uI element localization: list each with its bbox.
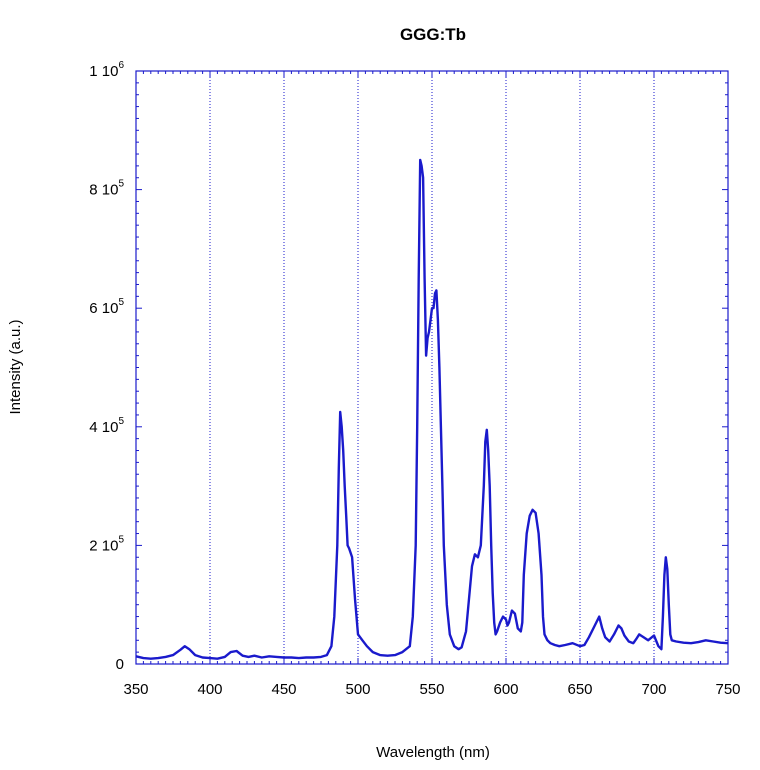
x-tick-label: 400 [197, 681, 222, 698]
y-tick-label: 0 [116, 656, 124, 673]
y-tick-label: 4 105 [89, 416, 124, 436]
x-tick-label: 450 [271, 681, 296, 698]
x-tick-label: 500 [345, 681, 370, 698]
x-tick-label: 650 [567, 681, 592, 698]
x-tick-label: 350 [123, 681, 148, 698]
x-tick-label: 700 [641, 681, 666, 698]
y-tick-label: 8 105 [89, 179, 124, 199]
x-tick-label: 600 [493, 681, 518, 698]
x-tick-label: 550 [419, 681, 444, 698]
x-axis-tick-labels: 350 400 450 500 550 600 650 700 750 [123, 681, 740, 698]
y-tick-label: 1 106 [89, 60, 124, 80]
axis-ticks [135, 70, 729, 665]
series-line-0 [135, 158, 729, 660]
x-axis-label: Wavelength (nm) [376, 744, 490, 761]
series-group [135, 158, 729, 660]
y-tick-label: 6 105 [89, 297, 124, 317]
y-tick-label: 2 105 [89, 534, 124, 554]
chart-title: GGG:Tb [400, 25, 466, 44]
gridlines [209, 71, 655, 664]
y-axis-tick-labels: 0 2 105 4 105 6 105 8 105 1 106 [89, 60, 124, 673]
x-tick-label: 750 [715, 681, 740, 698]
y-axis-label: Intensity (a.u.) [7, 319, 24, 414]
